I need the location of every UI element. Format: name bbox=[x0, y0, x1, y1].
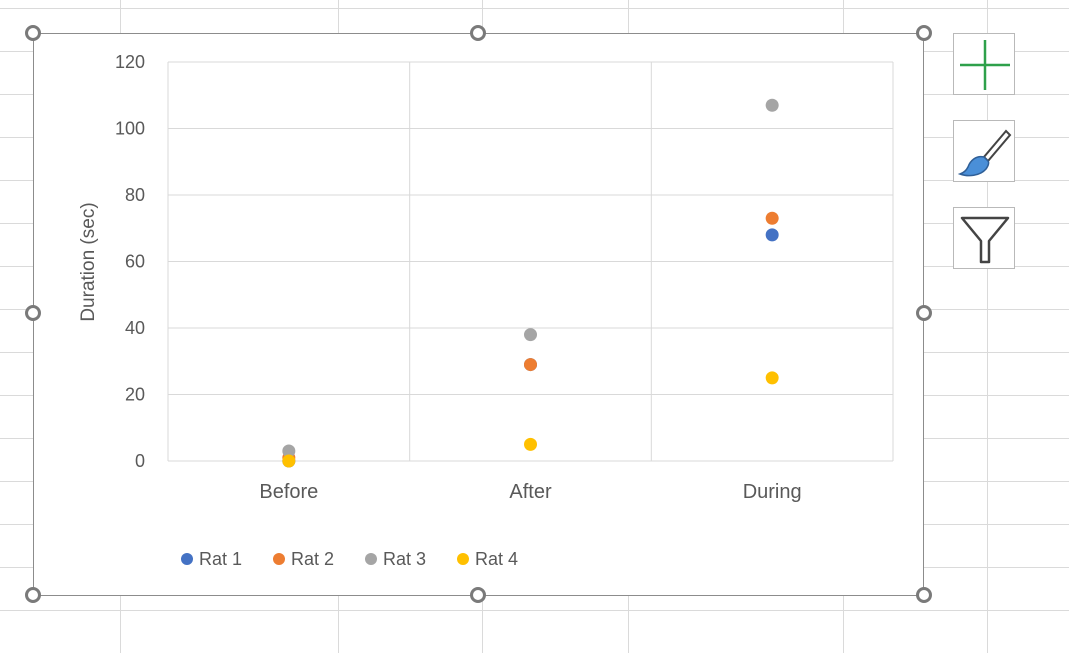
resize-handle-top-right[interactable] bbox=[916, 25, 932, 41]
legend-marker bbox=[181, 553, 193, 565]
chart-styles-button[interactable] bbox=[953, 120, 1015, 182]
legend-marker bbox=[457, 553, 469, 565]
data-point[interactable] bbox=[282, 444, 296, 458]
legend-item[interactable]: Rat 1 bbox=[181, 549, 242, 569]
resize-handle-top-left[interactable] bbox=[25, 25, 41, 41]
legend-item[interactable]: Rat 2 bbox=[273, 549, 334, 569]
legend-label: Rat 2 bbox=[291, 549, 334, 569]
chart-elements-button[interactable] bbox=[953, 33, 1015, 95]
data-point[interactable] bbox=[765, 98, 779, 112]
legend-item[interactable]: Rat 3 bbox=[365, 549, 426, 569]
legend-marker bbox=[273, 553, 285, 565]
chart-filters-button[interactable] bbox=[953, 207, 1015, 269]
data-point[interactable] bbox=[524, 358, 537, 372]
y-tick-label: 120 bbox=[115, 52, 145, 72]
filter-icon bbox=[960, 216, 1010, 264]
data-points bbox=[282, 98, 779, 468]
legend-marker bbox=[365, 553, 377, 565]
x-axis-tick-labels: Before After During bbox=[259, 481, 801, 503]
resize-handle-bottom-left[interactable] bbox=[25, 587, 41, 603]
y-tick-label: 20 bbox=[125, 385, 145, 405]
brush-icon bbox=[957, 129, 1012, 177]
legend-item[interactable]: Rat 4 bbox=[457, 549, 518, 569]
y-axis-tick-labels: 0 20 40 60 80 100 120 bbox=[115, 52, 145, 471]
y-tick-label: 0 bbox=[135, 451, 145, 471]
legend[interactable]: Rat 1 Rat 2 Rat 3 Rat 4 bbox=[181, 549, 518, 569]
data-point[interactable] bbox=[524, 437, 537, 451]
legend-label: Rat 4 bbox=[475, 549, 518, 569]
x-tick-label: Before bbox=[259, 481, 318, 503]
data-point[interactable] bbox=[765, 371, 779, 385]
plus-icon bbox=[960, 40, 1010, 90]
resize-handle-bottom-right[interactable] bbox=[916, 587, 932, 603]
x-tick-label: After bbox=[509, 481, 552, 503]
y-axis-title: Duration (sec) bbox=[78, 202, 99, 321]
y-tick-label: 40 bbox=[125, 318, 145, 338]
x-tick-label: During bbox=[743, 481, 802, 503]
resize-handle-middle-left[interactable] bbox=[25, 305, 41, 321]
data-point[interactable] bbox=[282, 454, 296, 468]
plot-gridlines bbox=[167, 61, 894, 462]
resize-handle-middle-right[interactable] bbox=[916, 305, 932, 321]
y-tick-label: 100 bbox=[115, 119, 145, 139]
legend-label: Rat 1 bbox=[199, 549, 242, 569]
data-point[interactable] bbox=[765, 228, 779, 242]
legend-label: Rat 3 bbox=[383, 549, 426, 569]
data-point[interactable] bbox=[765, 211, 779, 225]
data-point[interactable] bbox=[524, 328, 537, 342]
resize-handle-top-center[interactable] bbox=[470, 25, 486, 41]
y-tick-label: 80 bbox=[125, 185, 145, 205]
y-tick-label: 60 bbox=[125, 252, 145, 272]
resize-handle-bottom-center[interactable] bbox=[470, 587, 486, 603]
